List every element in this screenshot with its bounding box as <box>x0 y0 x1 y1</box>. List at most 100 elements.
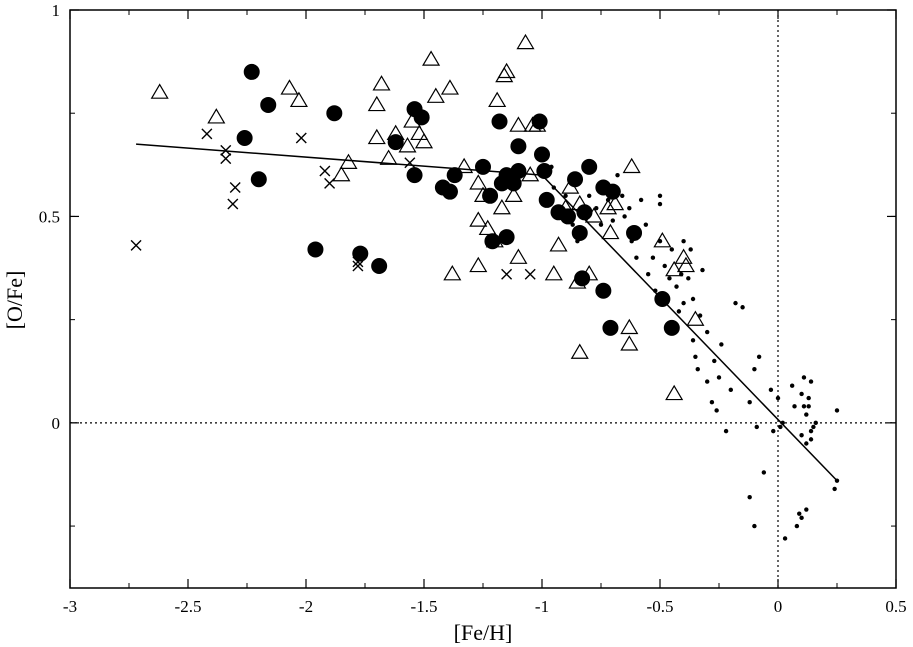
small-dot-point <box>650 255 656 260</box>
y-tick-label: 0 <box>52 414 61 433</box>
open-triangle-point <box>497 62 516 79</box>
small-dot-point <box>834 408 840 413</box>
small-dot-point <box>587 193 592 198</box>
small-dot-point <box>610 218 615 223</box>
cross-point <box>229 182 241 194</box>
open-triangle-point <box>372 75 391 91</box>
filled-circle-point <box>559 208 576 225</box>
open-triangle-point <box>556 198 575 215</box>
x-tick-label: -2.5 <box>175 597 202 616</box>
cross-point <box>352 260 364 272</box>
open-triangle-point <box>478 219 497 236</box>
open-triangle-point <box>580 265 599 281</box>
filled-circle-point <box>307 241 324 258</box>
open-triangle-point <box>339 153 358 169</box>
open-triangle-point <box>509 248 528 264</box>
small-dot-point <box>690 338 696 343</box>
small-dot-point <box>629 239 634 244</box>
x-tick-label: -0.5 <box>647 597 674 616</box>
filled-circle-point <box>663 319 680 336</box>
open-triangle-point <box>473 186 493 202</box>
open-triangle-point <box>455 157 474 174</box>
open-triangle-point <box>601 223 620 240</box>
y-axis-title: [O/Fe] <box>2 271 27 330</box>
small-dot-point <box>681 239 686 244</box>
small-dot-point <box>620 193 625 198</box>
small-dot-point <box>657 201 663 207</box>
small-dot-point <box>789 383 795 388</box>
small-dot-point <box>705 329 710 335</box>
small-dot-point <box>740 305 745 310</box>
small-dot-point <box>799 515 804 521</box>
filled-circle-point <box>581 158 598 175</box>
small-dot-point <box>747 400 752 405</box>
small-dot-point <box>634 255 639 260</box>
filled-circle-point <box>505 175 522 192</box>
small-dot-point <box>662 263 667 269</box>
open-triangle-point <box>469 256 488 273</box>
open-triangle-point <box>492 198 511 215</box>
small-dot-point <box>638 197 644 203</box>
small-dot-point <box>679 272 684 277</box>
filled-circle-point <box>510 163 527 180</box>
fit-line-segment <box>136 143 543 176</box>
small-dot-point <box>714 408 719 413</box>
filled-circle-point <box>534 146 550 163</box>
open-triangle-point <box>620 318 639 335</box>
small-dot-point <box>813 420 818 426</box>
small-dot-point <box>570 222 575 227</box>
filled-circle-point <box>538 191 555 208</box>
x-axis-title: [Fe/H] <box>454 620 513 645</box>
small-dot-point <box>723 428 729 434</box>
small-dot-point <box>667 276 672 281</box>
small-dot-point <box>563 193 568 198</box>
filled-circle-point <box>387 134 404 151</box>
small-dot-point <box>794 523 800 529</box>
small-dot-point <box>605 197 611 203</box>
filled-circle-point <box>510 138 527 155</box>
x-tick-label: -2 <box>299 597 313 616</box>
small-dot-point <box>761 470 767 475</box>
small-dot-point <box>676 309 682 314</box>
small-dot-point <box>808 379 814 384</box>
filled-circle-point <box>326 105 343 122</box>
open-triangle-point <box>606 194 625 211</box>
open-triangle-point <box>403 112 422 128</box>
x-tick-label: 0 <box>774 597 783 616</box>
small-dot-point <box>674 284 679 289</box>
plot-frame <box>69 9 897 589</box>
cross-point <box>524 268 536 280</box>
filled-circle-point <box>243 63 260 80</box>
filled-circle-point <box>475 158 491 175</box>
open-triangle-point <box>150 83 169 99</box>
small-dot-point <box>669 247 674 252</box>
open-triangle-point <box>568 273 587 289</box>
small-dot-point <box>799 391 804 397</box>
cross-point <box>295 132 307 144</box>
small-dot-point <box>801 404 807 409</box>
small-dot-point <box>806 404 811 409</box>
small-dot-point <box>804 412 809 417</box>
small-dot-point <box>695 366 700 372</box>
open-triangle-point <box>426 87 445 103</box>
small-dot-point <box>775 395 781 401</box>
open-triangle-point <box>653 232 672 248</box>
small-dot-point <box>705 379 710 384</box>
open-triangle-point <box>410 124 429 141</box>
open-triangle-point <box>367 128 386 145</box>
small-dot-point <box>754 424 759 430</box>
filled-circle-point <box>236 129 253 146</box>
data-points <box>130 33 840 541</box>
y-tick-label: 0.5 <box>39 207 60 226</box>
fit-line <box>136 143 838 482</box>
filled-circle-point <box>260 96 277 113</box>
filled-circle-point <box>576 204 593 221</box>
filled-circle-point <box>604 183 621 200</box>
cross-point <box>324 177 336 189</box>
open-triangle-point <box>440 79 460 95</box>
filled-circle-point <box>371 257 388 274</box>
small-dot-point <box>733 300 738 306</box>
fit-line-segment <box>541 174 838 482</box>
small-dot-point <box>797 511 802 516</box>
